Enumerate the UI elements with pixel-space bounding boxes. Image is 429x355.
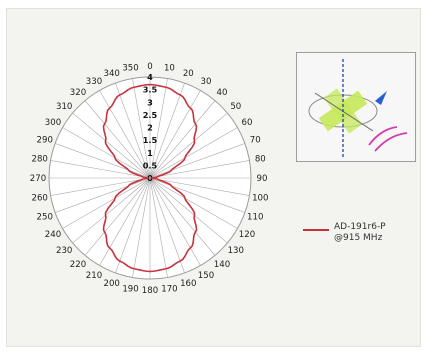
grid-spoke xyxy=(99,90,151,179)
angle-tick-label: 60 xyxy=(242,118,253,128)
radial-tick-label: 4 xyxy=(147,72,153,82)
angle-tick-label: 190 xyxy=(122,284,138,294)
angle-tick-label: 110 xyxy=(247,212,263,222)
grid-spoke xyxy=(84,177,151,256)
radial-tick-label: 3.5 xyxy=(143,85,158,95)
angle-tick-label: 80 xyxy=(255,155,266,165)
polar-grid xyxy=(48,76,252,280)
angle-tick-label: 10 xyxy=(164,64,175,74)
angle-tick-label: 260 xyxy=(31,193,47,203)
antenna-orientation-inset xyxy=(296,52,416,162)
radial-tick-label: 1.5 xyxy=(143,135,158,145)
grid-spoke xyxy=(72,112,151,179)
grid-spoke xyxy=(54,143,151,179)
radial-tick-label: 1 xyxy=(147,148,153,158)
radial-tick-labels: 0 0.5 1 1.5 2 2.5 3 3.5 4 xyxy=(143,72,158,183)
grid-spoke xyxy=(149,177,216,256)
angle-tick-label: 160 xyxy=(180,279,196,289)
angle-tick-label: 320 xyxy=(70,88,86,98)
grid-spoke xyxy=(50,177,151,196)
radial-tick-label: 0 xyxy=(147,173,153,183)
grid-spoke xyxy=(54,177,151,213)
grid-spoke xyxy=(149,100,216,179)
angle-tick-label: 50 xyxy=(230,102,241,112)
grid-spoke xyxy=(149,177,201,266)
grid-spoke xyxy=(149,78,168,179)
grid-spoke xyxy=(62,177,151,229)
grid-spoke xyxy=(72,177,151,244)
angle-tick-label: 200 xyxy=(103,279,119,289)
radial-tick-label: 0.5 xyxy=(143,160,158,170)
angle-tick-label: 30 xyxy=(201,77,212,87)
angle-tick-label: 140 xyxy=(214,260,230,270)
grid-spoke xyxy=(149,143,246,179)
angle-tick-label: 300 xyxy=(45,118,61,128)
legend-label-line-2: @915 MHz xyxy=(334,233,383,243)
grid-spoke xyxy=(115,177,151,274)
grid-spoke xyxy=(149,177,228,244)
grid-spoke xyxy=(149,177,185,274)
angle-tick-labels: 0 102030405060708090100110120130140150160… xyxy=(30,62,269,296)
angle-tick-label: 70 xyxy=(250,136,261,146)
rotation-arrow-icon xyxy=(375,91,387,105)
angle-tick-label: 350 xyxy=(122,64,138,74)
grid-spoke xyxy=(149,177,168,278)
grid-spoke xyxy=(149,177,238,229)
angle-tick-label: 130 xyxy=(228,246,244,256)
grid-spoke xyxy=(132,177,151,278)
angle-tick-label: 40 xyxy=(217,88,228,98)
grid-spoke xyxy=(149,82,185,179)
grid-spoke xyxy=(149,90,201,179)
grid-spoke xyxy=(149,177,246,213)
angle-tick-label: 170 xyxy=(161,284,177,294)
radial-tick-label: 2 xyxy=(147,123,153,133)
angle-tick-label: 220 xyxy=(70,260,86,270)
grid-spoke xyxy=(99,177,151,266)
tilt-axis-line xyxy=(314,92,374,132)
angle-tick-label: 330 xyxy=(86,77,102,87)
grid-spoke xyxy=(62,127,151,179)
angle-tick-label: 230 xyxy=(56,246,72,256)
legend-label: AD-191r6-P @915 MHz xyxy=(334,222,386,244)
grid-spoke xyxy=(149,112,228,179)
radial-tick-label: 2.5 xyxy=(143,110,158,120)
angle-tick-label: 340 xyxy=(103,69,119,79)
radio-waves-icon xyxy=(368,126,408,152)
angle-tick-label: 180 xyxy=(142,286,158,296)
angle-tick-label: 120 xyxy=(239,230,255,240)
angle-tick-label: 20 xyxy=(183,69,194,79)
angle-tick-label: 290 xyxy=(37,136,53,146)
grid-spoke xyxy=(149,160,250,179)
series-line xyxy=(102,83,198,273)
angle-tick-label: 250 xyxy=(37,212,53,222)
angle-tick-label: 280 xyxy=(31,155,47,165)
angle-tick-label: 150 xyxy=(198,271,214,281)
grid-spoke xyxy=(132,78,151,179)
angle-tick-label: 0 xyxy=(147,62,152,72)
angle-tick-label: 210 xyxy=(86,271,102,281)
angle-tick-label: 90 xyxy=(257,174,268,184)
grid-spoke xyxy=(149,127,238,179)
grid-spoke xyxy=(84,100,151,179)
legend-label-line-1: AD-191r6-P xyxy=(334,222,386,232)
angle-tick-label: 100 xyxy=(252,193,268,203)
angle-tick-label: 240 xyxy=(45,230,61,240)
angle-tick-label: 270 xyxy=(30,174,46,184)
grid-spoke xyxy=(115,82,151,179)
angle-tick-label: 310 xyxy=(56,102,72,112)
radial-tick-label: 3 xyxy=(147,97,153,107)
grid-spoke xyxy=(149,177,250,196)
legend-swatch xyxy=(303,229,329,231)
legend: AD-191r6-P @915 MHz xyxy=(303,222,413,250)
grid-spoke xyxy=(50,160,151,179)
